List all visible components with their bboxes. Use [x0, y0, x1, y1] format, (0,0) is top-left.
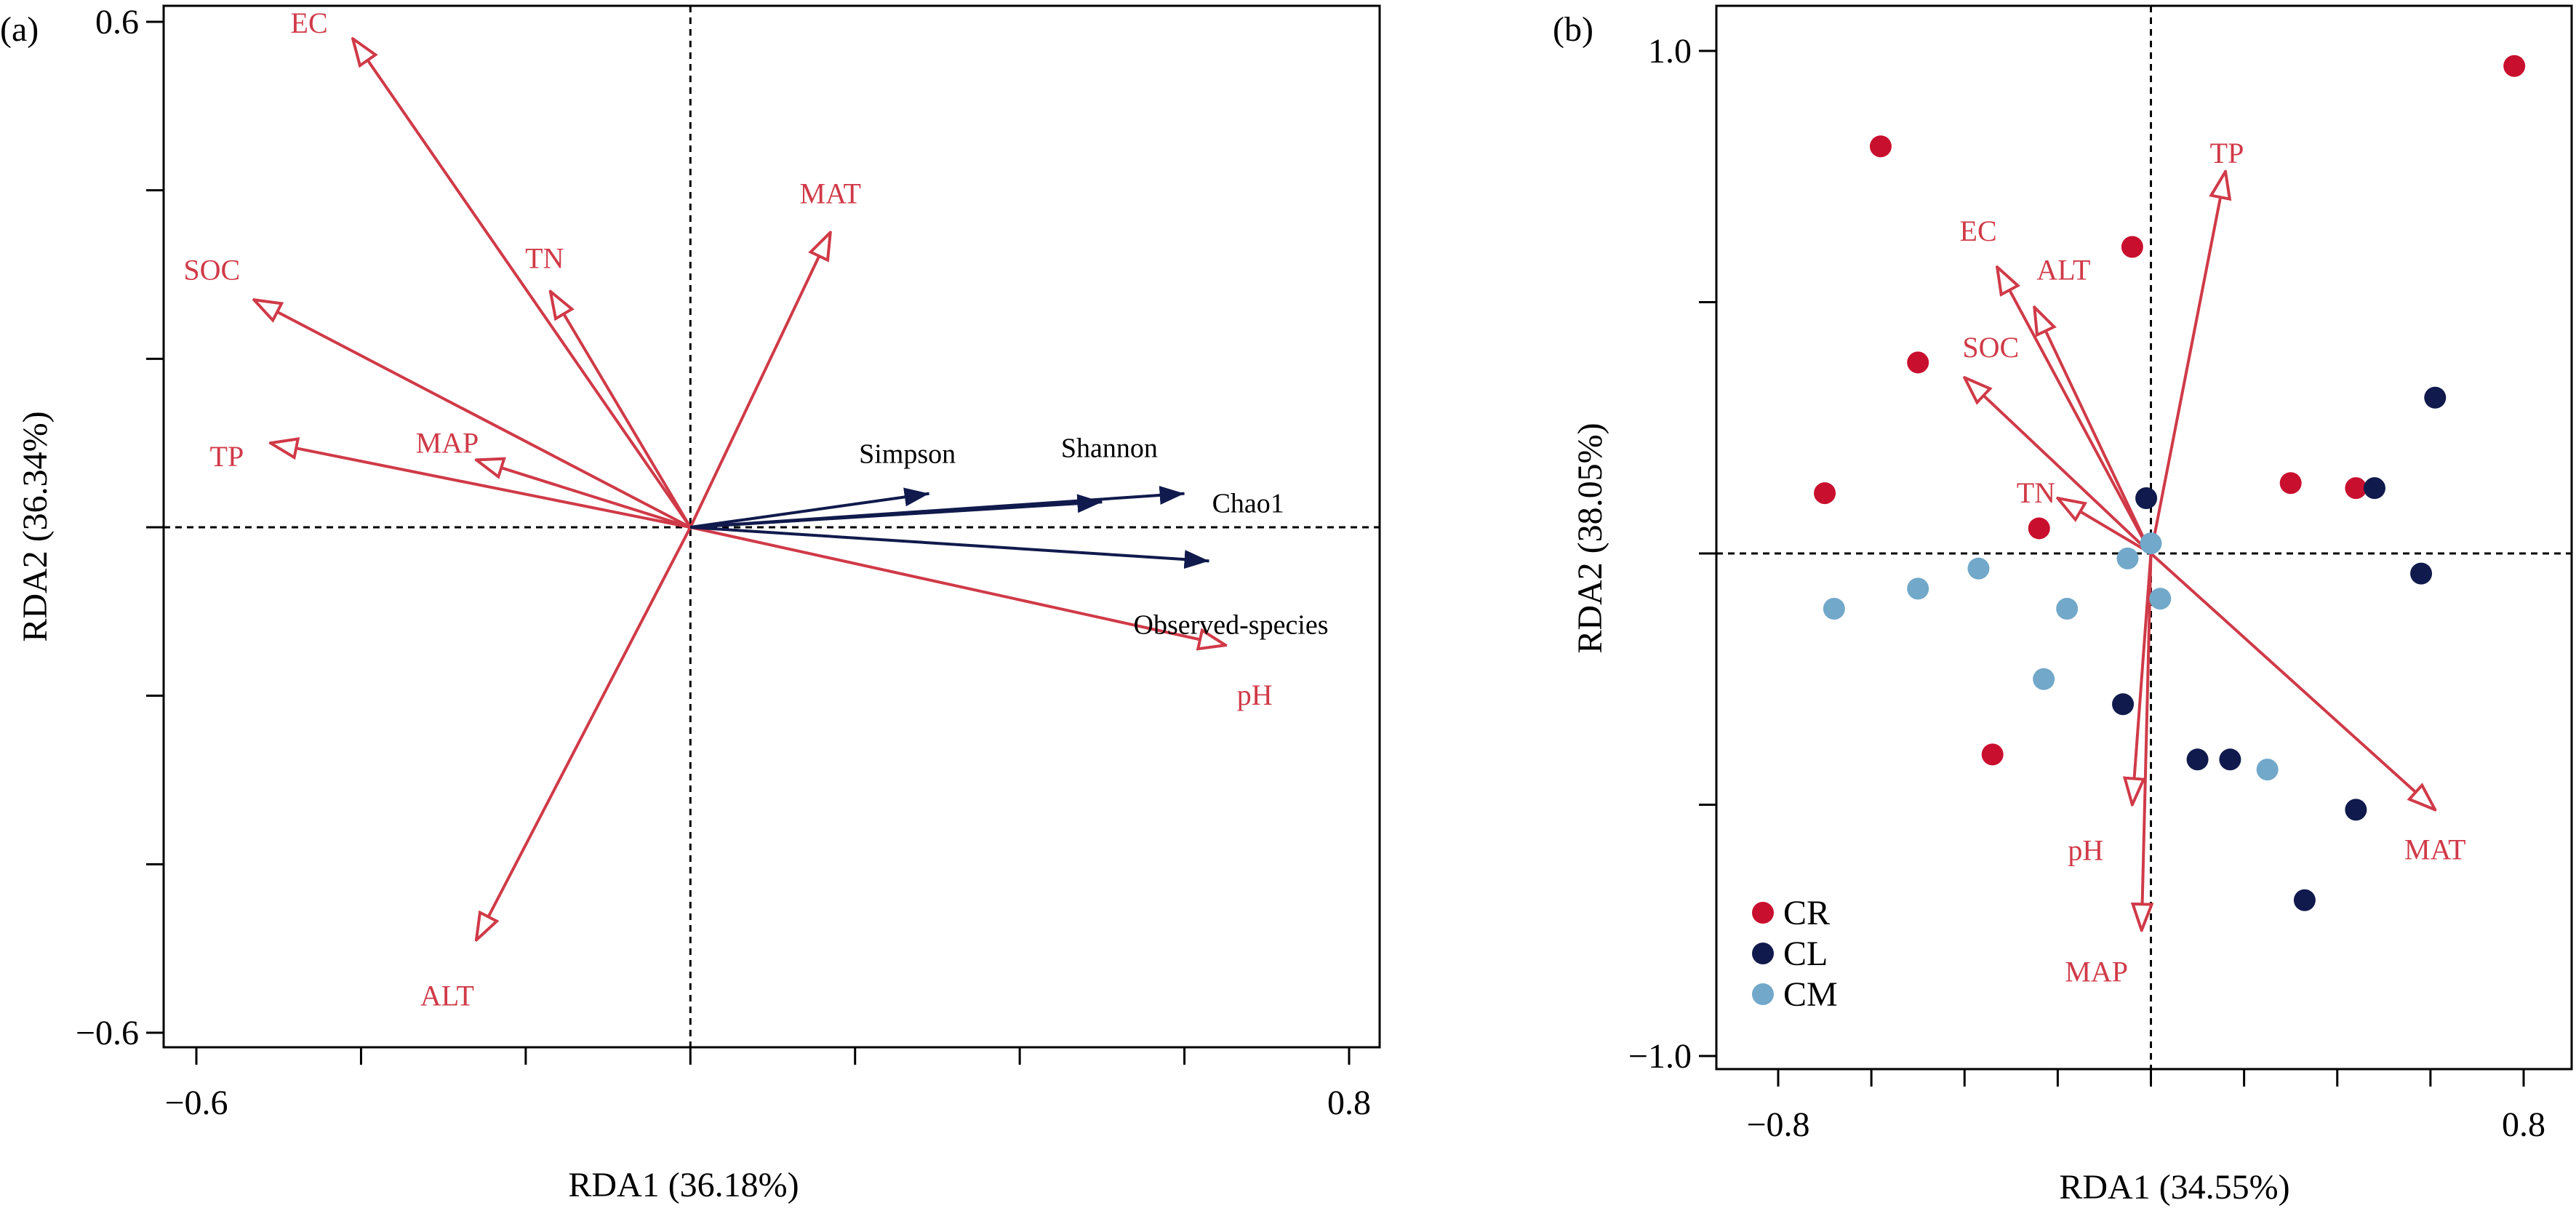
panel-a-zero-lines: [164, 6, 1380, 1047]
env-vector-ec: [353, 39, 692, 529]
env-vector-label-tp: TP: [210, 440, 244, 473]
env-vector-ph: [2132, 553, 2153, 805]
y-tick-label: −1.0: [1628, 1037, 1692, 1076]
y-tick-label: 1.0: [1648, 32, 1692, 71]
panel-a-vectors: EC TN SOC TP MAP MAT ALT pH Simpson Shannon Chao1 O…: [183, 7, 1328, 1012]
sample-point-cl: [2364, 477, 2385, 500]
x-tick-label: 0.8: [2502, 1105, 2545, 1144]
env-vector-tn: [2057, 498, 2152, 555]
x-tick-label: 0.8: [1327, 1084, 1371, 1122]
sample-point-cl: [2424, 386, 2447, 409]
panel-b-y-axis-label: RDA2 (38.05%): [1571, 423, 1609, 653]
env-vector-label-map: MAP: [2065, 955, 2128, 988]
y-tick-label: 0.6: [95, 3, 139, 41]
x-tick-label: −0.6: [164, 1084, 228, 1122]
env-vector-soc: [254, 300, 692, 529]
env-vector-tp: [2149, 172, 2226, 554]
env-vector-label-tp: TP: [2210, 137, 2244, 169]
sample-point-cr: [1981, 743, 2004, 766]
sample-point-cm: [2256, 759, 2279, 781]
sample-point-cr: [2028, 517, 2050, 540]
panel-b-x-axis-label: RDA1 (34.55%): [2059, 1168, 2289, 1207]
legend-label-cm: CM: [1783, 975, 1838, 1014]
env-vector-label-alt: ALT: [420, 980, 474, 1012]
env-vector-mat: [2150, 552, 2436, 809]
panel-a-x-axis-label: RDA1 (36.18%): [568, 1166, 799, 1204]
env-vector-label-tn: TN: [525, 242, 564, 275]
panel-b-zero-lines: [1716, 6, 2572, 1069]
sample-point-cl: [2219, 748, 2241, 771]
sample-point-cl: [2135, 487, 2158, 509]
env-vector-label-mat: MAT: [2404, 833, 2465, 865]
sample-point-cm: [2056, 598, 2079, 620]
sample-point-cm: [1967, 557, 1990, 580]
sample-point-cr: [2345, 477, 2367, 500]
diversity-vector-label-shannon: Shannon: [1061, 433, 1158, 463]
env-vector-alt: [2034, 307, 2153, 554]
panel-b-sample-points: [1814, 55, 2526, 911]
sample-point-cr: [1907, 351, 1929, 374]
legend-marker-cr: [1752, 902, 1774, 924]
legend-marker-cm: [1752, 983, 1774, 1005]
sample-point-cr: [2279, 472, 2302, 495]
sample-point-cm: [1907, 577, 1929, 600]
env-vector-tp: [271, 443, 691, 529]
diversity-vector-simpson: [690, 487, 929, 529]
sample-point-cr: [2121, 236, 2143, 258]
x-tick-label: −0.8: [1746, 1105, 1809, 1144]
env-vector-ec: [1997, 267, 2153, 554]
legend-label-cl: CL: [1783, 935, 1828, 973]
env-vector-label-ph: pH: [1237, 679, 1273, 711]
panel-a: (a) −0.6 0.8 0.6 −0.6 EC TN SOC TP MAP MAT ALT pH S…: [0, 3, 1381, 1204]
sample-point-cr: [1869, 135, 1892, 158]
env-vector-soc: [1964, 377, 2152, 555]
diversity-vector-chao1: [690, 486, 1185, 529]
panel-b-plot-frame: [1715, 4, 2573, 1071]
sample-point-cl: [2186, 748, 2209, 771]
sample-point-cm: [1823, 598, 1845, 620]
env-vector-label-ec: EC: [1960, 215, 1997, 247]
sample-point-cr: [2503, 55, 2526, 77]
env-vector-label-alt: ALT: [2036, 253, 2090, 286]
panel-b-vectors: TP EC ALT SOC TN MAT pH MAP: [1960, 137, 2466, 988]
sample-point-cl: [2112, 693, 2135, 716]
sample-point-cm: [2149, 588, 2172, 610]
panel-a-plot-frame: [162, 4, 1381, 1049]
env-vector-alt: [476, 527, 692, 940]
env-vector-map: [476, 460, 691, 529]
sample-point-cm: [2033, 668, 2055, 690]
env-vector-map: [2142, 553, 2151, 930]
panel-b-label: (b): [1553, 10, 1593, 49]
env-vector-label-mat: MAT: [800, 177, 861, 210]
sample-point-cm: [2116, 547, 2139, 569]
panel-b-ticks: −0.8 0.8 1.0 −1.0: [1628, 32, 2545, 1144]
legend-label-cr: CR: [1783, 894, 1830, 932]
panel-a-label: (a): [0, 10, 39, 49]
sample-point-cm: [2140, 532, 2162, 555]
sample-point-cl: [2293, 889, 2316, 911]
env-vector-label-soc: SOC: [1962, 331, 2019, 364]
sample-point-cr: [1814, 482, 1836, 505]
env-vector-tn: [551, 292, 692, 529]
env-vector-mat: [689, 233, 830, 528]
diversity-vector-label-simpson: Simpson: [859, 439, 956, 470]
env-vector-label-tn: TN: [2017, 476, 2055, 509]
panel-a-ticks: −0.6 0.8 0.6 −0.6: [76, 3, 1371, 1122]
panel-a-y-axis-label: RDA2 (36.34%): [16, 411, 55, 641]
env-vector-ph: [689, 526, 1225, 645]
diversity-vector-observed-species: [690, 526, 1209, 569]
panel-b: (b) −0.8 0.81.0−1.0 TPECALTSOCTNMATpHMAP …: [1553, 4, 2573, 1207]
env-vector-label-ph: pH: [2068, 834, 2103, 867]
diversity-vector-label-observed-species: Observed-species: [1134, 609, 1329, 640]
env-vector-label-ec: EC: [291, 7, 328, 39]
env-vector-label-map: MAP: [416, 426, 479, 459]
diversity-vector-label-chao1: Chao1: [1212, 489, 1284, 519]
sample-point-cl: [2345, 799, 2367, 821]
sample-point-cl: [2410, 562, 2433, 585]
legend-marker-cl: [1752, 943, 1774, 964]
env-vector-label-soc: SOC: [183, 253, 240, 286]
y-tick-label: −0.6: [76, 1014, 139, 1052]
